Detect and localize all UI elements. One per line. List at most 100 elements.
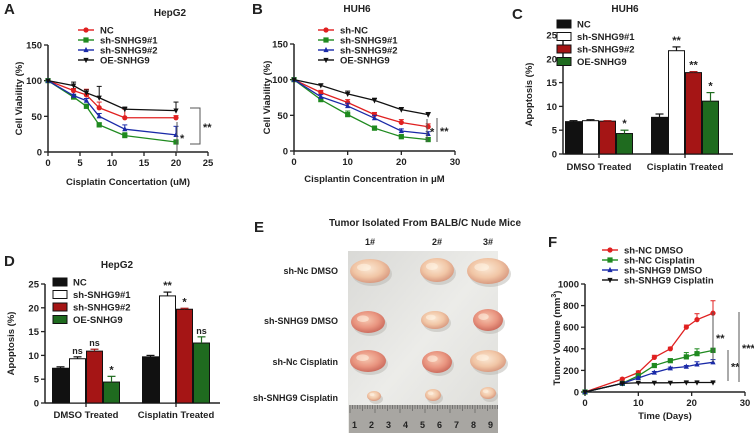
- legend-label: sh-SNHG9#1: [100, 36, 158, 47]
- data-point: [398, 127, 404, 134]
- y-tick-label: 800: [563, 301, 579, 312]
- x-tick-label: 0: [291, 157, 296, 168]
- y-tick-label: 150: [272, 40, 288, 51]
- data-point: [619, 381, 625, 387]
- photo-row-4: sh-SNHG9 Cisplatin: [253, 393, 338, 403]
- data-point: [651, 362, 657, 369]
- ruler-number: 6: [437, 420, 442, 430]
- data-point: [96, 95, 102, 101]
- legend-label: sh-NC: [340, 26, 368, 37]
- data-point: [371, 115, 378, 121]
- x-tick-label: 20: [396, 157, 407, 168]
- ruler-number: 7: [454, 420, 459, 430]
- y-tick-label: 5: [34, 375, 40, 386]
- tumor-sample: [350, 350, 386, 372]
- legend-swatch: [52, 277, 68, 287]
- tumor-highlight: [427, 391, 434, 396]
- data-point: [345, 99, 351, 106]
- ruler-number: 9: [488, 420, 493, 430]
- legend-marker: [607, 247, 613, 253]
- data-point: [398, 107, 404, 113]
- significance-label: **: [672, 35, 681, 47]
- bar-sh-SNHG9#1: [668, 50, 685, 155]
- tumor-highlight: [427, 355, 438, 363]
- legend-label: sh-SNHG9#2: [340, 46, 398, 57]
- significance-label: *: [430, 127, 435, 139]
- panel-f-line-chart: 0 200 400 600 800 1000 0 10 20 30 Time (Days) Tumor…: [551, 246, 754, 423]
- y-tick-label: 600: [563, 323, 579, 334]
- legend-swatch: [556, 44, 572, 54]
- data-point: [122, 115, 128, 121]
- x-tick-label: 20: [171, 158, 182, 169]
- y-tick-label: 0: [37, 148, 42, 159]
- legend-label: OE-SNHG9: [100, 56, 150, 67]
- series-line-sh-SNHG9#2: [293, 79, 429, 135]
- y-tick-label: 25: [28, 280, 39, 291]
- legend-label: OE-SNHG9: [340, 56, 390, 67]
- chart-title: HUH6: [611, 4, 639, 15]
- data-point: [651, 369, 657, 375]
- legend-label: sh-SNHG9 DMSO: [624, 266, 702, 277]
- chart-title: HUH6: [343, 4, 371, 15]
- data-point: [619, 376, 625, 382]
- panel-label-a: A: [4, 1, 15, 18]
- y-tick-label: 150: [26, 41, 42, 52]
- data-point: [651, 380, 657, 386]
- y-axis-label: Tumor Volume (mm3): [551, 291, 563, 386]
- tumor-sample: [350, 259, 390, 283]
- data-point: [683, 363, 689, 369]
- legend-label: sh-SNHG9#1: [73, 290, 131, 301]
- tumor-sample: [473, 309, 503, 331]
- x-tick-label: Cisplatin Treated: [647, 162, 724, 173]
- tumor-sample: [367, 391, 381, 401]
- bar-sh-SNHG9#1: [159, 295, 176, 404]
- data-point: [96, 113, 102, 119]
- series-line-NC: [47, 80, 176, 119]
- data-point: [318, 93, 324, 99]
- data-point: [667, 358, 673, 364]
- legend-label: NC: [73, 278, 87, 289]
- legend-swatch: [556, 57, 572, 66]
- bar-OE-SNHG9: [616, 133, 633, 155]
- legend-marker: [323, 57, 329, 64]
- ruler-number: 4: [403, 420, 408, 430]
- significance-label: **: [163, 280, 172, 292]
- bar-sh-SNHG9#2: [176, 308, 193, 404]
- panel-label-f: F: [548, 234, 557, 251]
- series-line-OE-SNHG9: [293, 79, 429, 116]
- significance-label: *: [182, 296, 187, 308]
- legend-label: NC: [577, 20, 591, 31]
- y-tick-label: 50: [31, 112, 42, 123]
- data-point: [122, 107, 128, 113]
- y-tick-label: 25: [546, 31, 557, 42]
- bar-sh-SNHG9#2: [86, 350, 103, 404]
- y-tick-label: 0: [34, 399, 39, 410]
- bar-NC: [142, 356, 159, 404]
- legend-marker: [83, 46, 89, 53]
- photo-row-3: sh-Nc Cisplatin: [272, 357, 338, 367]
- significance-label: ns: [72, 346, 83, 356]
- x-axis-label: Time (Days): [638, 411, 692, 422]
- superscript: 3: [551, 294, 558, 298]
- data-point: [425, 112, 431, 118]
- tumor-sample: [351, 311, 385, 333]
- legend-swatch: [52, 290, 68, 299]
- x-tick-label: 15: [139, 158, 150, 169]
- data-point: [667, 365, 673, 371]
- x-tick-label: 0: [582, 398, 587, 409]
- ruler-number: 2: [369, 420, 374, 430]
- y-tick-label: 10: [28, 351, 39, 362]
- legend-label: sh-NC DMSO: [624, 246, 683, 257]
- data-point: [667, 346, 673, 352]
- panel-label-c: C: [512, 6, 523, 23]
- significance-label: ns: [89, 338, 100, 348]
- data-point: [83, 97, 89, 103]
- tumor-sample: [421, 311, 449, 329]
- data-point: [371, 98, 378, 104]
- significance-label: ns: [196, 326, 207, 336]
- panel-b-line-chart: HUH6 0 50 100 150 0 10 20 30 Cisplantin Concentra…: [262, 4, 460, 185]
- bar-NC: [565, 121, 582, 155]
- bar-sh-SNHG9#1: [69, 358, 86, 404]
- data-point: [345, 112, 351, 118]
- series-line-sh-SNHG9 DMSO: [584, 361, 714, 393]
